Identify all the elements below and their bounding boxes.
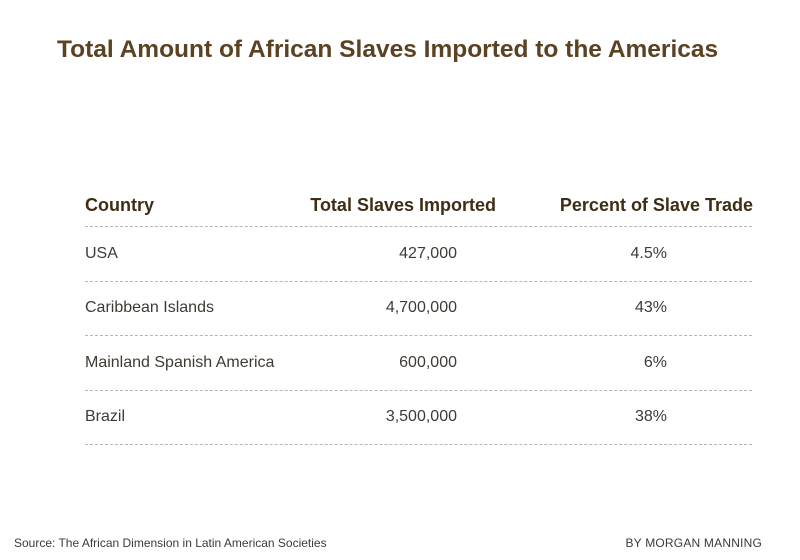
source-note: Source: The African Dimension in Latin A… [14,536,327,550]
percent-cell: 43% [634,299,667,317]
column-header-total-slaves: Total Slaves Imported [310,194,496,215]
table-row: Brazil 3,500,000 38% [85,391,752,445]
country-cell: Caribbean Islands [85,299,214,317]
total-imported-cell: 4,700,000 [385,299,457,317]
percent-cell: 4.5% [630,244,667,262]
table-row: Caribbean Islands 4,700,000 43% [85,282,752,336]
percent-cell: 38% [634,408,667,426]
country-cell: Mainland Spanish America [85,353,275,371]
chart-title: Total Amount of African Slaves Imported … [57,36,719,63]
table-row: Mainland Spanish America 600,000 6% [85,336,752,391]
table-row: USA 427,000 4.5% [85,227,752,282]
column-header-percent: Percent of Slave Trade [559,194,753,215]
country-cell: Brazil [85,408,126,426]
data-table: Country Total Slaves Imported Percent of… [85,184,753,445]
table-header-row: Country Total Slaves Imported Percent of… [85,184,753,227]
column-header-country: Country [85,194,154,215]
percent-cell: 6% [643,353,667,371]
country-cell: USA [85,244,118,262]
total-imported-cell: 427,000 [399,244,457,262]
total-imported-cell: 600,000 [399,353,457,371]
total-imported-cell: 3,500,000 [385,408,457,426]
byline: BY MORGAN MANNING [625,536,762,550]
